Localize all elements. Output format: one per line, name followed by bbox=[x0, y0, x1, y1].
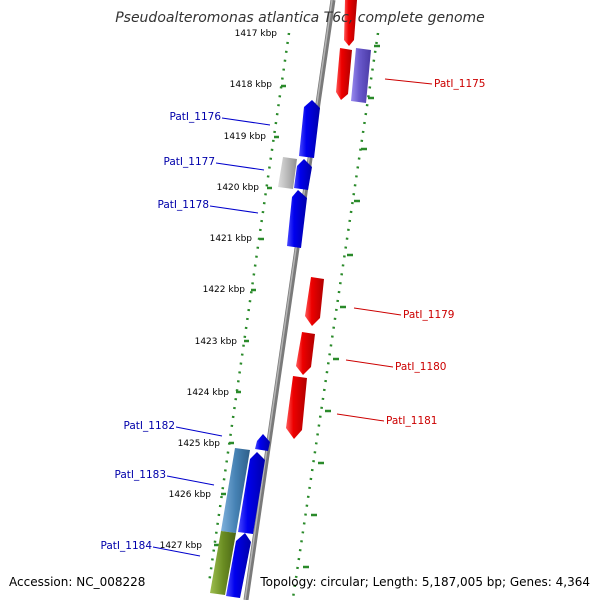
gene-label-1182[interactable]: PatI_1182 bbox=[124, 420, 175, 432]
genome-backbone-highlight bbox=[244, 0, 333, 600]
kbp-label: 1422 kbp bbox=[203, 285, 246, 295]
gene-label-1176[interactable]: PatI_1176 bbox=[170, 111, 222, 123]
gene-arrow-1179[interactable] bbox=[305, 277, 324, 326]
feature-steelblue-1183[interactable] bbox=[221, 448, 250, 533]
forward-leader-lines bbox=[152, 117, 271, 557]
genome-info-text: Topology: circular; Length: 5,187,005 bp… bbox=[259, 575, 590, 589]
forward-gene-labels: PatI_1176 PatI_1177 PatI_1178 PatI_1182 … bbox=[101, 111, 222, 552]
reverse-gene-labels: PatI_1175 PatI_1179 PatI_1180 PatI_1181 bbox=[386, 78, 485, 427]
gene-label-1183[interactable]: PatI_1183 bbox=[115, 469, 166, 481]
gene-label-1180[interactable]: PatI_1180 bbox=[395, 361, 446, 373]
kbp-label: 1427 kbp bbox=[160, 541, 203, 551]
kbp-label: 1417 kbp bbox=[235, 29, 278, 39]
feature-purple-1175[interactable] bbox=[351, 48, 371, 103]
accession-text: Accession: NC_008228 bbox=[9, 575, 145, 589]
kbp-label: 1425 kbp bbox=[178, 439, 221, 449]
reverse-leader-lines bbox=[336, 78, 433, 422]
gene-arrow-1176[interactable] bbox=[299, 100, 320, 158]
gene-arrow-1180[interactable] bbox=[296, 332, 315, 375]
kbp-label: 1426 kbp bbox=[169, 490, 212, 500]
gene-arrow-1182[interactable] bbox=[255, 434, 270, 451]
kbp-label: 1418 kbp bbox=[230, 80, 273, 90]
gene-label-1175[interactable]: PatI_1175 bbox=[434, 78, 485, 90]
kbp-tick-labels: 1417 kbp 1418 kbp 1419 kbp 1420 kbp 1421… bbox=[160, 29, 278, 551]
reverse-strand-features bbox=[286, 0, 371, 439]
gene-label-1181[interactable]: PatI_1181 bbox=[386, 415, 437, 427]
kbp-label: 1421 kbp bbox=[210, 234, 253, 244]
gene-arrow-1175[interactable] bbox=[336, 48, 352, 100]
left-tick-marks bbox=[214, 84, 286, 547]
gene-arrow-1177[interactable] bbox=[294, 159, 312, 190]
kbp-label: 1419 kbp bbox=[224, 132, 267, 142]
gene-label-1184[interactable]: PatI_1184 bbox=[101, 540, 153, 552]
kbp-label: 1424 kbp bbox=[187, 388, 230, 398]
gene-label-1179[interactable]: PatI_1179 bbox=[403, 309, 454, 321]
gene-arrow-1181[interactable] bbox=[286, 376, 307, 439]
feature-grey-1177[interactable] bbox=[278, 157, 297, 189]
kbp-label: 1423 kbp bbox=[195, 337, 238, 347]
forward-strand-features bbox=[210, 100, 320, 598]
gene-arrow-1183[interactable] bbox=[238, 452, 265, 534]
gene-arrow-top-partial[interactable] bbox=[344, 0, 357, 46]
map-title: Pseudoalteromonas atlantica T6c, complet… bbox=[115, 10, 485, 26]
gene-arrow-1178[interactable] bbox=[287, 190, 307, 248]
gene-arrow-1184[interactable] bbox=[226, 533, 251, 598]
gene-label-1178[interactable]: PatI_1178 bbox=[158, 199, 209, 211]
feature-olive-1184[interactable] bbox=[210, 531, 236, 595]
gene-label-1177[interactable]: PatI_1177 bbox=[164, 156, 215, 168]
right-tick-marks bbox=[303, 44, 380, 569]
genome-backbone bbox=[243, 0, 336, 600]
kbp-label: 1420 kbp bbox=[217, 183, 260, 193]
